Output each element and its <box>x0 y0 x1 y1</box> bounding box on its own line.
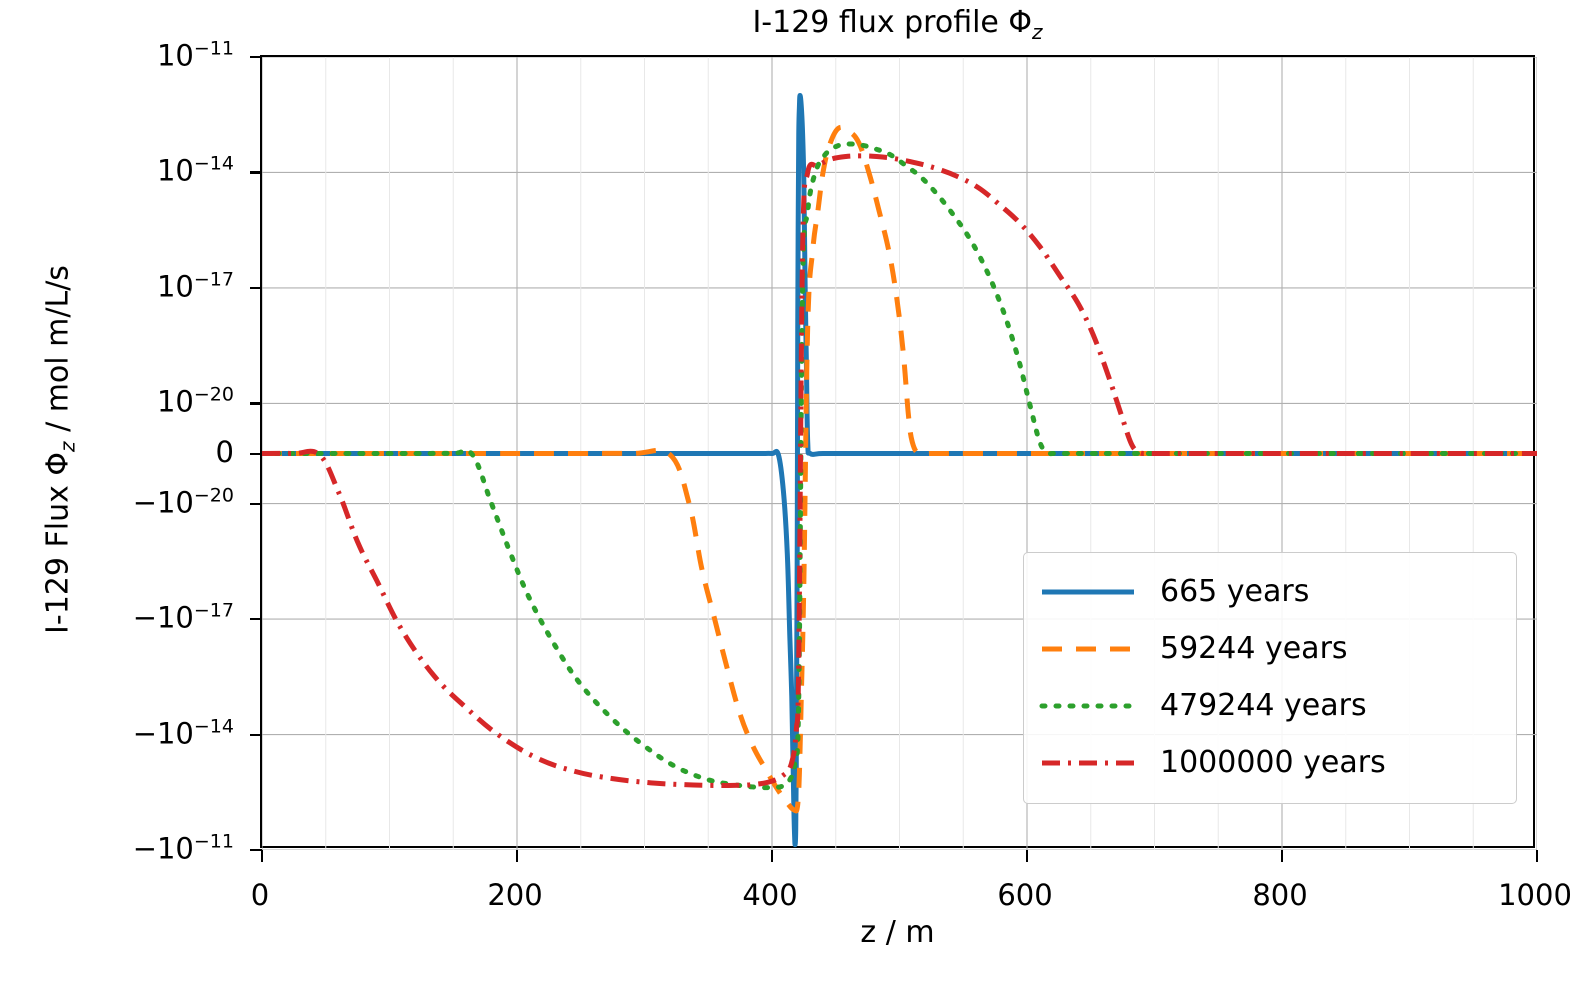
x-tick-mark <box>1536 850 1539 862</box>
legend-item-0[interactable]: 665 years <box>1038 563 1502 620</box>
legend-swatch-2 <box>1038 691 1138 721</box>
legend-label-3: 1000000 years <box>1160 745 1386 780</box>
legend-swatch-3 <box>1038 748 1138 778</box>
y-tick-mark <box>250 171 262 174</box>
y-tick-mark <box>250 849 262 852</box>
x-tick-label: 0 <box>250 878 270 912</box>
legend-label-2: 479244 years <box>1160 688 1367 723</box>
legend-label-0: 665 years <box>1160 574 1310 609</box>
x-tick-mark <box>771 850 774 862</box>
y-tick-mark <box>250 502 262 505</box>
x-tick-mark <box>516 850 519 862</box>
y-tick-label: 10−14 <box>156 153 234 188</box>
plot-area <box>250 55 1539 862</box>
x-axis-tick-labels: 0 200 400 600 800 1000 <box>251 860 1572 920</box>
legend-item-3[interactable]: 1000000 years <box>1038 734 1502 791</box>
legend-swatch-0 <box>1038 577 1138 607</box>
y-tick-label: −10−20 <box>132 484 234 519</box>
x-tick-label: 600 <box>997 878 1053 912</box>
y-tick-label: −10−11 <box>132 830 234 866</box>
y-tick-mark <box>250 733 262 736</box>
series-line-2 <box>262 141 1537 791</box>
y-tick-mark <box>250 286 262 290</box>
series-line-0 <box>262 93 1537 848</box>
chart-title-main: I-129 flux profile Φ <box>752 5 1033 40</box>
legend[interactable]: 665 years 59244 years 479244 years 1000000 … <box>1023 552 1517 804</box>
chart-title: I-129 flux profile Φz <box>260 6 1535 43</box>
series-line-1 <box>262 124 1537 814</box>
y-tick-mark <box>250 618 262 621</box>
legend-item-1[interactable]: 59244 years <box>1038 620 1502 677</box>
x-tick-label: 1000 <box>1498 878 1572 912</box>
series-line-3 <box>262 153 1537 789</box>
x-tick-mark <box>1026 850 1029 862</box>
x-tick-mark <box>261 850 264 862</box>
x-tick-mark <box>1281 850 1284 862</box>
y-tick-mark <box>250 452 262 455</box>
x-tick-label: 200 <box>487 878 543 912</box>
y-tick-label: 0 <box>215 434 234 469</box>
y-tick-label: 10−17 <box>156 268 234 304</box>
legend-item-2[interactable]: 479244 years <box>1038 677 1502 734</box>
y-tick-mark <box>250 402 262 405</box>
x-tick-label: 800 <box>1252 878 1308 912</box>
y-tick-mark <box>250 56 262 59</box>
chart-title-subscript: z <box>1032 20 1043 44</box>
y-tick-label: −10−14 <box>132 715 234 750</box>
x-axis-label: z / m <box>860 915 935 950</box>
y-tick-label: 10−11 <box>156 37 234 73</box>
y-tick-label: 10−20 <box>156 384 234 419</box>
series-curves <box>262 93 1537 848</box>
legend-label-1: 59244 years <box>1160 631 1348 666</box>
y-tick-label: −10−17 <box>132 599 234 635</box>
legend-swatch-1 <box>1038 634 1138 664</box>
y-axis-tick-labels: 10−11 10−14 10−17 10−20 0 −10−20 −10−17 −10−14 −… <box>0 38 248 866</box>
x-tick-label: 400 <box>742 878 798 912</box>
